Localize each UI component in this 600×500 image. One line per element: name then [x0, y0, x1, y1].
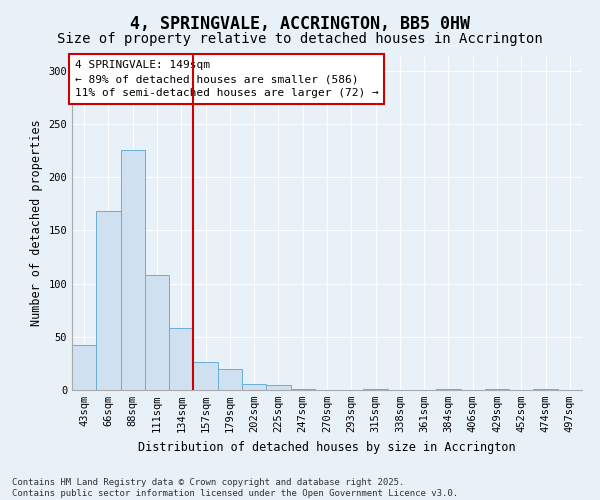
Bar: [96, 212, 121, 390]
X-axis label: Distribution of detached houses by size in Accrington: Distribution of detached houses by size …: [138, 440, 516, 454]
Bar: [169, 328, 193, 390]
Bar: [436, 389, 461, 390]
Text: Size of property relative to detached houses in Accrington: Size of property relative to detached ho…: [57, 32, 543, 46]
Bar: [364, 389, 388, 390]
Text: 4, SPRINGVALE, ACCRINGTON, BB5 0HW: 4, SPRINGVALE, ACCRINGTON, BB5 0HW: [130, 15, 470, 33]
Bar: [218, 368, 242, 390]
Bar: [290, 389, 315, 390]
Bar: [145, 275, 169, 390]
Text: 4 SPRINGVALE: 149sqm
← 89% of detached houses are smaller (586)
11% of semi-deta: 4 SPRINGVALE: 149sqm ← 89% of detached h…: [74, 60, 379, 98]
Bar: [485, 389, 509, 390]
Bar: [242, 384, 266, 390]
Bar: [72, 346, 96, 390]
Bar: [266, 384, 290, 390]
Y-axis label: Number of detached properties: Number of detached properties: [30, 119, 43, 326]
Bar: [533, 389, 558, 390]
Bar: [121, 150, 145, 390]
Text: Contains HM Land Registry data © Crown copyright and database right 2025.
Contai: Contains HM Land Registry data © Crown c…: [12, 478, 458, 498]
Bar: [193, 362, 218, 390]
